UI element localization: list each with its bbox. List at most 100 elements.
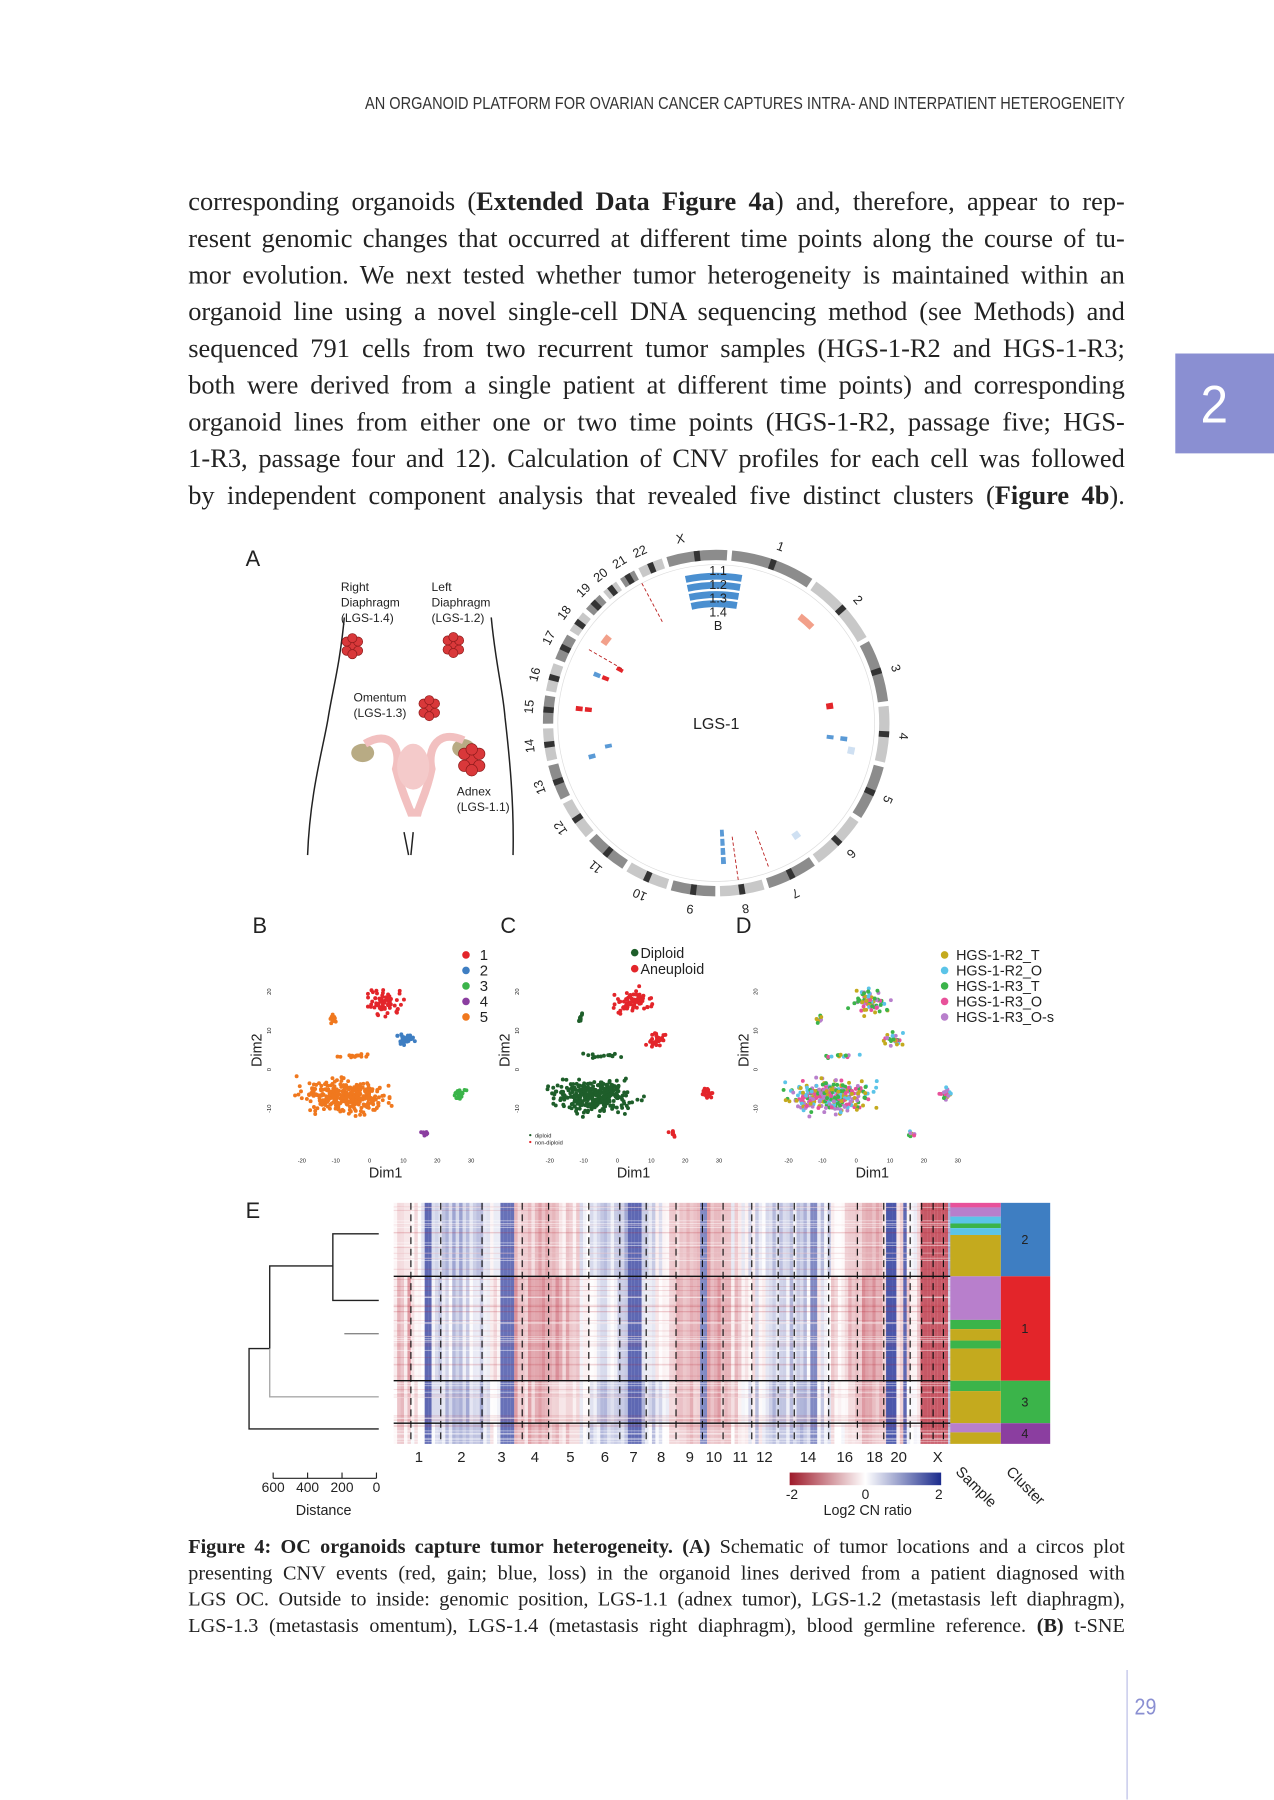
heatmap-cell [799, 1276, 804, 1381]
scatter-point [799, 1101, 804, 1106]
scatter-point [628, 993, 633, 997]
heatmap-cell [872, 1202, 876, 1277]
scatter-point [369, 988, 374, 993]
heatmap-cell [724, 1202, 728, 1277]
heatmap-cell [579, 1380, 584, 1424]
heatmap-cell [851, 1276, 856, 1381]
scatter-point [464, 1088, 469, 1093]
sample-bar [950, 1340, 1001, 1349]
heatmap-cell [865, 1276, 869, 1381]
heatmap-streak [393, 1223, 951, 1225]
text-run: t-SNE [1063, 1613, 1125, 1637]
scatter-point [602, 1109, 606, 1113]
heatmap-streak [393, 1391, 951, 1393]
scatter-point [345, 1086, 350, 1091]
scatter-point [845, 1108, 850, 1113]
scatter-point [794, 1098, 799, 1103]
scatter-point [854, 1107, 859, 1112]
scatter-point [378, 1006, 383, 1011]
heatmap-cell [397, 1202, 401, 1277]
text-run: corresponding organoids ( [188, 187, 477, 216]
scatter-point [336, 1107, 341, 1112]
scatter-point [890, 1033, 895, 1038]
scatter-point [630, 1008, 635, 1013]
heatmap-streak [393, 1425, 951, 1427]
scatter-point [619, 1055, 624, 1059]
heatmap-cell [810, 1380, 814, 1424]
scatter-point [327, 1092, 332, 1097]
scatter-point [321, 1098, 326, 1103]
heatmap-cell [934, 1380, 938, 1424]
heatmap-cell [738, 1380, 742, 1424]
heatmap-cell [803, 1202, 807, 1277]
heatmap-cell [500, 1276, 504, 1381]
heatmap-cell [483, 1202, 487, 1277]
heatmap-cell [672, 1202, 677, 1277]
heatmap-streak [393, 1232, 951, 1234]
scatter-point [866, 986, 871, 991]
heatmap-cell [600, 1380, 604, 1424]
legend-label: HGS-1-R2_T [956, 948, 1040, 964]
heatmap-cell [531, 1380, 535, 1424]
heatmap-cell [645, 1276, 649, 1381]
scatter-point [307, 1081, 312, 1086]
ideogram-band [624, 572, 635, 585]
scatter-point [804, 1093, 809, 1098]
scatter-point [854, 988, 859, 993]
scatter-point [582, 1098, 587, 1102]
body-line: both were derived from a single patient … [188, 370, 1125, 400]
heatmap-cell [844, 1276, 849, 1381]
scatter-point [878, 1003, 883, 1007]
scatter-point [331, 1095, 336, 1100]
x-tick-label: -10 [579, 1159, 587, 1165]
scatter-point [354, 1090, 359, 1095]
heatmap-cell [465, 1276, 470, 1381]
tumor-cell [465, 743, 478, 756]
heatmap-streak [393, 1297, 951, 1298]
scatter-point [824, 1089, 829, 1094]
chromosome-label: 20 [890, 1449, 907, 1466]
heatmap-streak [393, 1417, 951, 1419]
colorbar-tick-label: 2 [935, 1487, 943, 1502]
heatmap-cell [510, 1202, 515, 1277]
heatmap-cell [689, 1202, 694, 1277]
scatter-point [313, 1087, 318, 1091]
heatmap-cell [672, 1380, 677, 1424]
chromosome-label: 12 [551, 818, 570, 837]
scatter-point [354, 1099, 359, 1103]
heatmap-cell [830, 1276, 835, 1381]
cluster-label: 2 [1021, 1233, 1028, 1247]
scatter-point [838, 1052, 843, 1057]
heatmap-cell [400, 1380, 405, 1424]
heatmap-cell [913, 1202, 918, 1277]
scatter-point [317, 1098, 322, 1103]
scatter-point [654, 1043, 659, 1047]
heatmap-cell [934, 1202, 938, 1277]
scatter-point [579, 1012, 584, 1017]
heatmap-cell [920, 1276, 924, 1381]
scatter-point [352, 1054, 357, 1059]
heatmap-cell [744, 1276, 749, 1381]
heatmap-cell [686, 1202, 690, 1277]
x-axis-label: Dim1 [856, 1166, 889, 1182]
scatter-point [353, 1113, 358, 1118]
heatmap-cell [851, 1380, 856, 1424]
ideogram-band [642, 870, 653, 883]
scatter-point [701, 1089, 706, 1093]
heatmap-cell [541, 1276, 546, 1381]
track-label: 1.4 [709, 605, 727, 619]
ideogram-band [559, 643, 572, 654]
chromosome-label: 5 [880, 793, 896, 805]
heatmap-cell [490, 1276, 494, 1381]
heatmap-streak [393, 1357, 951, 1358]
y-tick-label: 10 [515, 1027, 521, 1033]
heatmap-cell [892, 1202, 897, 1277]
scatter-point [387, 1005, 392, 1010]
heatmap-cell [858, 1202, 862, 1277]
heatmap-cell [927, 1202, 931, 1277]
scatter-point [319, 1102, 324, 1107]
heatmap-cell [631, 1202, 635, 1277]
heatmap-cell [686, 1380, 690, 1424]
scatter-point [637, 984, 642, 989]
scatter-point [308, 1108, 313, 1113]
